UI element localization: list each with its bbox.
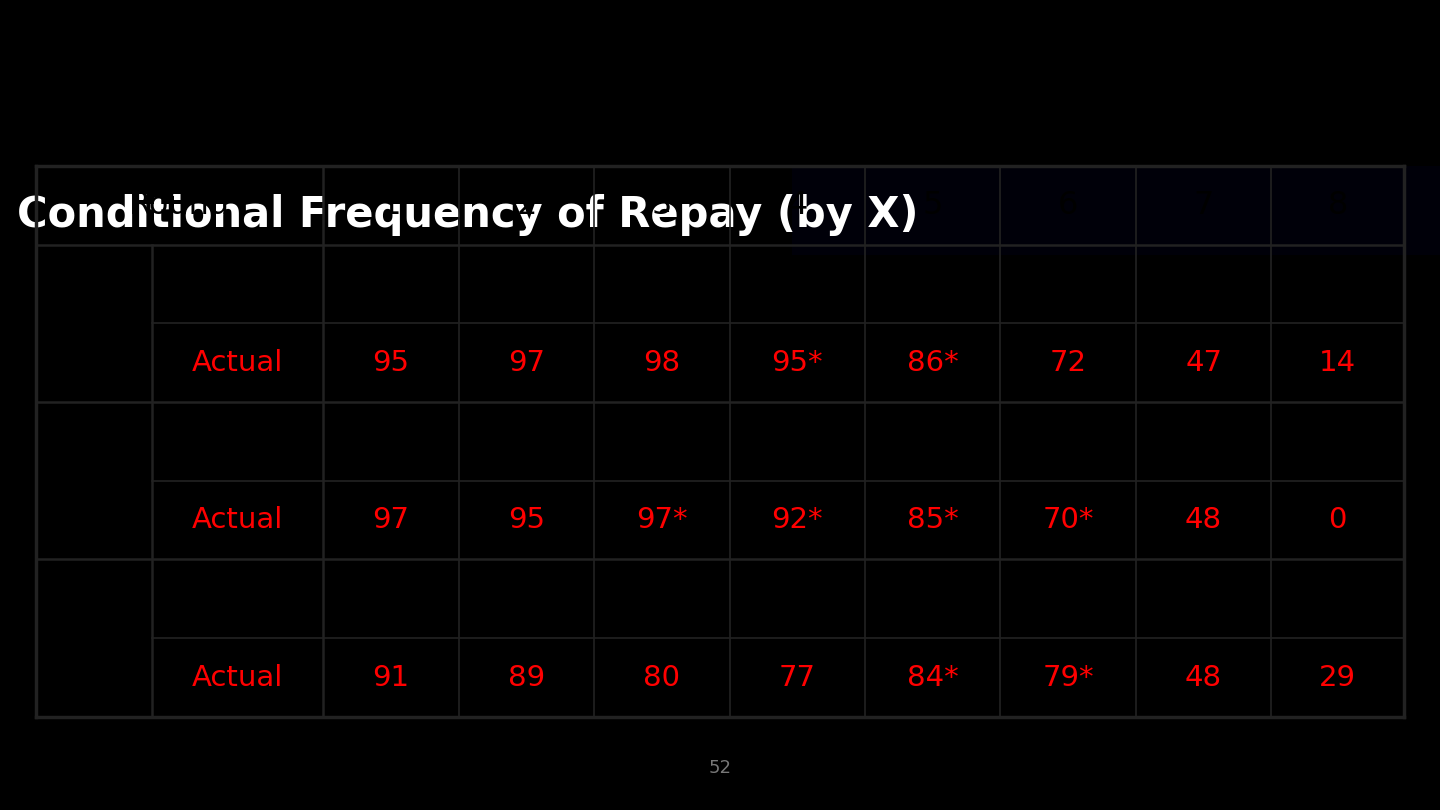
Text: 3-5: 3-5	[66, 307, 121, 340]
Text: 6: 6	[1058, 190, 1079, 221]
Text: 52: 52	[708, 759, 732, 777]
Text: 5: 5	[923, 190, 943, 221]
Text: 97: 97	[373, 506, 409, 534]
Text: 98: 98	[644, 349, 681, 377]
Text: Predict: Predict	[187, 270, 288, 298]
Text: 14: 14	[1319, 349, 1356, 377]
Text: Predict: Predict	[187, 428, 288, 455]
Text: Predict: Predict	[187, 585, 288, 613]
Text: 73: 73	[644, 428, 681, 455]
Text: 48: 48	[1185, 663, 1223, 692]
Text: 100: 100	[498, 585, 554, 613]
Text: Actual: Actual	[192, 506, 284, 534]
Text: 100: 100	[363, 270, 419, 298]
Bar	[792, 166, 1440, 255]
Text: 58: 58	[914, 428, 952, 455]
Text: 95*: 95*	[772, 349, 824, 377]
Text: 0: 0	[1329, 428, 1346, 455]
Text: 79*: 79*	[1043, 663, 1094, 692]
Text: 59: 59	[1050, 270, 1087, 298]
Text: 4: 4	[788, 190, 808, 221]
Text: 72: 72	[1050, 349, 1087, 377]
Text: 9-10: 9-10	[56, 621, 132, 654]
Text: 85*: 85*	[907, 506, 959, 534]
Text: 100: 100	[634, 270, 690, 298]
Text: Conditional Frequency of Repay (by X): Conditional Frequency of Repay (by X)	[17, 194, 919, 236]
Text: 63: 63	[914, 585, 952, 613]
Text: 56: 56	[1050, 585, 1087, 613]
Text: 48: 48	[1185, 506, 1223, 534]
Text: Round: Round	[130, 190, 230, 221]
Text: 67: 67	[779, 585, 816, 613]
Text: 100: 100	[363, 428, 419, 455]
Text: 65: 65	[914, 270, 952, 298]
Text: 73: 73	[644, 585, 681, 613]
Text: 8: 8	[1328, 190, 1348, 221]
Text: 7: 7	[1194, 190, 1214, 221]
Text: 47: 47	[1185, 349, 1223, 377]
Text: 3: 3	[652, 190, 672, 221]
Text: 81: 81	[779, 270, 816, 298]
Text: 6-8: 6-8	[66, 464, 121, 497]
Text: 95: 95	[373, 349, 409, 377]
Text: 86*: 86*	[907, 349, 959, 377]
Text: 97*: 97*	[636, 506, 688, 534]
Text: 40: 40	[1185, 428, 1223, 455]
Text: 97: 97	[508, 349, 544, 377]
Text: 89: 89	[508, 663, 544, 692]
Text: 2: 2	[516, 190, 537, 221]
Text: 100: 100	[498, 428, 554, 455]
Text: 68: 68	[779, 428, 816, 455]
Text: 100: 100	[363, 585, 419, 613]
Text: 42: 42	[1185, 585, 1223, 613]
Text: 77: 77	[779, 663, 816, 692]
Text: 84*: 84*	[907, 663, 959, 692]
Text: 95: 95	[508, 506, 544, 534]
Text: 53: 53	[1050, 428, 1087, 455]
Text: 91: 91	[373, 663, 409, 692]
Text: 100: 100	[498, 270, 554, 298]
Text: 0: 0	[1329, 506, 1346, 534]
Text: 0: 0	[1329, 270, 1346, 298]
Text: Actual: Actual	[192, 349, 284, 377]
Text: 70*: 70*	[1043, 506, 1094, 534]
Text: 1: 1	[380, 190, 402, 221]
Text: Actual: Actual	[192, 663, 284, 692]
Text: 0: 0	[1329, 585, 1346, 613]
Text: 92*: 92*	[772, 506, 824, 534]
Text: 29: 29	[1319, 663, 1356, 692]
Text: 80: 80	[644, 663, 680, 692]
Text: 44: 44	[1185, 270, 1223, 298]
